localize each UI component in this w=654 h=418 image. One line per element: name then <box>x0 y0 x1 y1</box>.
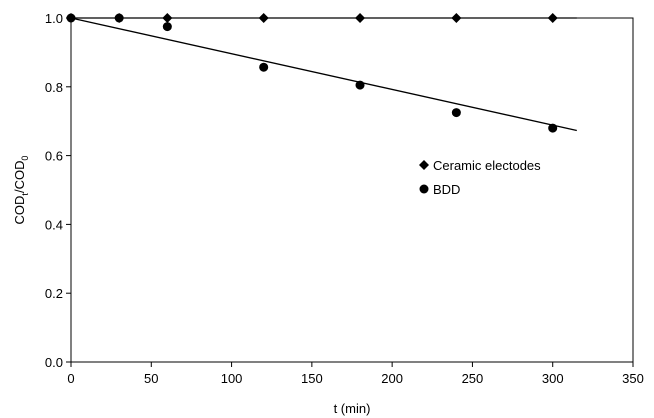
x-tick-label: 100 <box>221 371 243 386</box>
y-tick-label: 0.2 <box>45 286 63 301</box>
legend-diamond-marker <box>419 160 429 170</box>
y-tick-label: 0.6 <box>45 149 63 164</box>
data-point-diamond <box>547 13 558 23</box>
data-point-circle <box>66 13 76 23</box>
data-point-circle <box>355 80 365 90</box>
plot-frame <box>70 17 634 363</box>
x-tick-label: 200 <box>381 371 403 386</box>
legend: Ceramic electodes BDD <box>419 158 541 197</box>
x-axis-label: t (min) <box>334 401 371 416</box>
trendline-series-1 <box>70 17 577 132</box>
y-tick-label: 0.0 <box>45 355 63 370</box>
legend-label-bdd: BDD <box>433 182 460 197</box>
data-point-diamond <box>451 13 462 23</box>
plot-area <box>70 17 634 363</box>
data-point-circle <box>548 123 558 133</box>
y-tick-label: 1.0 <box>45 11 63 26</box>
y-tick-label: 0.4 <box>45 217 63 232</box>
data-point-diamond <box>162 13 173 23</box>
data-point-circle <box>259 62 269 72</box>
x-tick-label: 250 <box>462 371 484 386</box>
x-tick-label: 300 <box>542 371 564 386</box>
x-tick-label: 150 <box>301 371 323 386</box>
y-axis-ticks: 0.0 0.2 0.4 0.6 0.8 1.0 <box>45 11 71 370</box>
trendlines <box>70 17 577 132</box>
data-point-diamond <box>355 13 366 23</box>
data-point-diamond <box>258 13 269 23</box>
legend-label-ceramic: Ceramic electodes <box>433 158 541 173</box>
y-tick-label: 0.8 <box>45 80 63 95</box>
x-tick-label: 50 <box>144 371 158 386</box>
data-point-circle <box>162 22 172 32</box>
x-tick-label: 0 <box>67 371 74 386</box>
y-axis-label: CODt/COD0 <box>12 156 30 225</box>
data-markers <box>66 13 558 133</box>
x-axis-ticks: 0 50 100 150 200 250 300 350 <box>67 362 644 386</box>
x-tick-label: 350 <box>622 371 644 386</box>
legend-circle-marker <box>419 184 429 194</box>
data-point-circle <box>451 108 461 118</box>
data-point-circle <box>114 13 124 23</box>
